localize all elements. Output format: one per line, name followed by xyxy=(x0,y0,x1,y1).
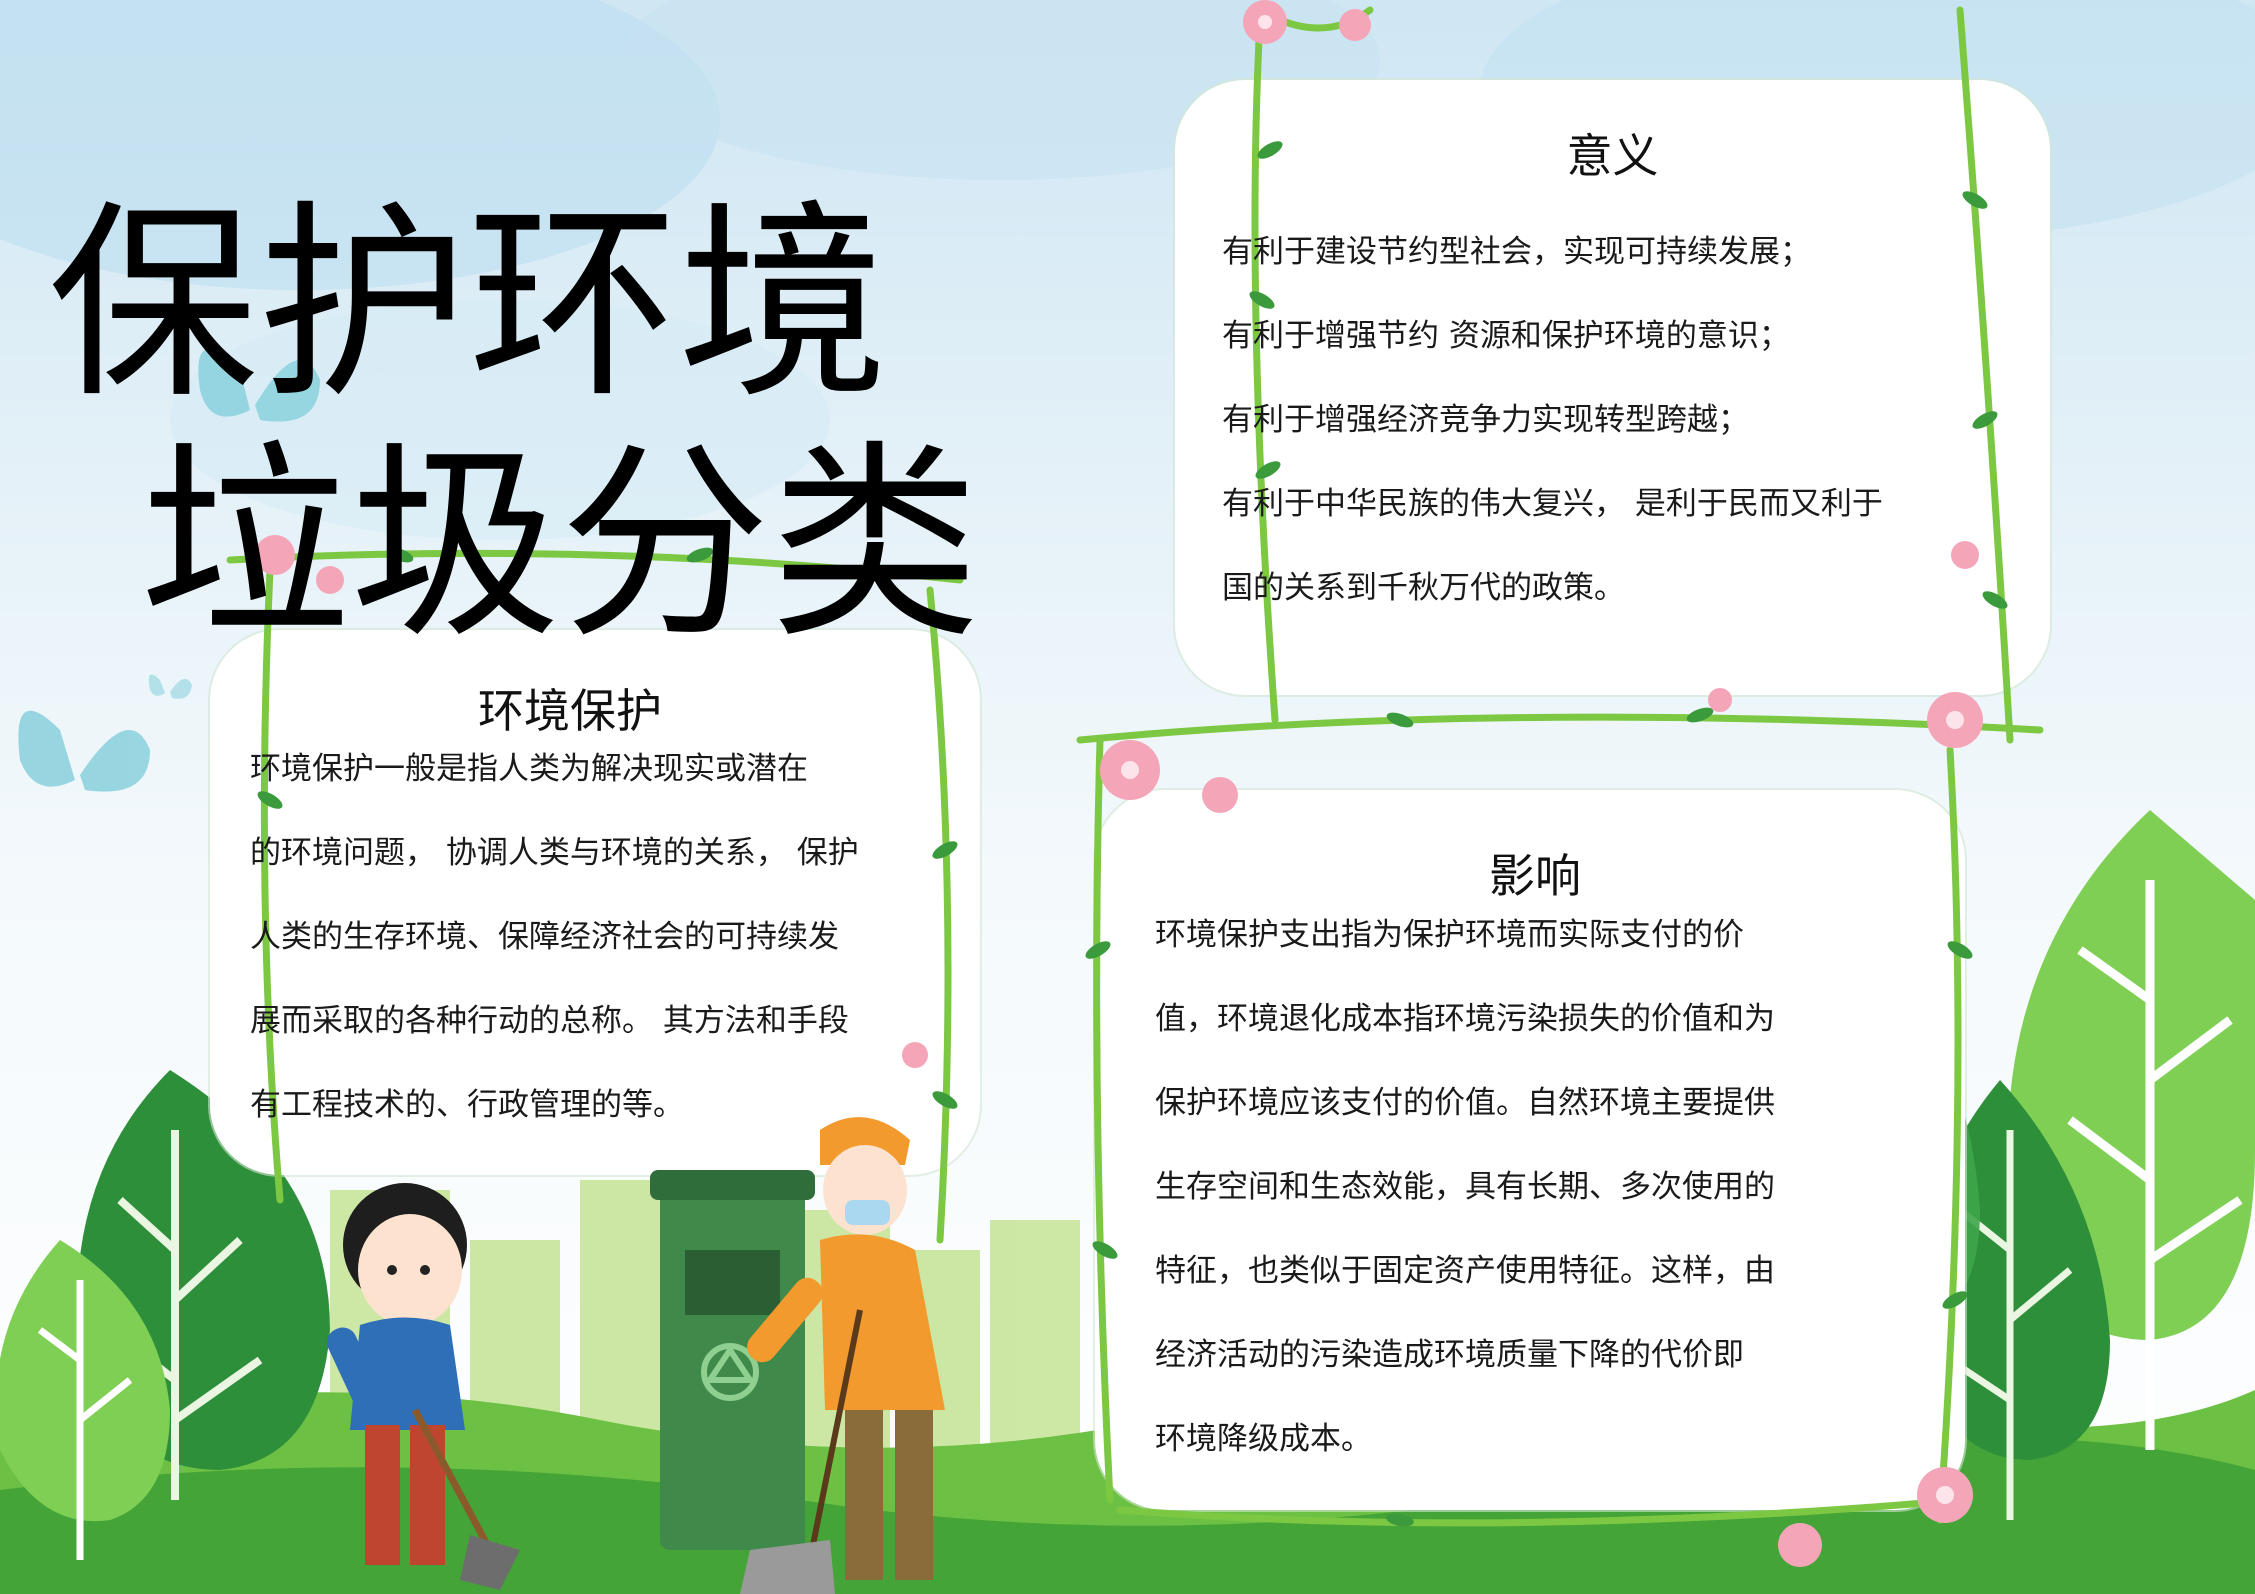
significance-line: 国的关系到千秋万代的政策。 xyxy=(1222,570,1625,606)
tree-icon xyxy=(0,1240,170,1560)
impact-title: 影响 xyxy=(1489,849,1581,903)
significance-line: 有利于增强经济竞争力实现转型跨越； xyxy=(1222,402,1749,438)
impact-text: 环境保护支出指为保护环境而实际支付的价 值，环境退化成本指环境污染损失的价值和为… xyxy=(1155,893,1775,1481)
impact-line: 特征，也类似于固定资产使用特征。这样，由 xyxy=(1155,1253,1775,1289)
environment-line: 的环境问题， 协调人类与环境的关系， 保护 xyxy=(250,835,859,871)
environment-line: 展而采取的各种行动的总称。 其方法和手段 xyxy=(250,1003,849,1039)
impact-line: 环境保护支出指为保护环境而实际支付的价 xyxy=(1155,917,1744,953)
butterfly-icon xyxy=(18,710,150,792)
cleanup-illustration xyxy=(326,1117,945,1594)
environment-card xyxy=(210,630,980,1175)
significance-line: 有利于建设节约型社会，实现可持续发展； xyxy=(1222,234,1811,270)
worker-illustration xyxy=(740,1117,945,1594)
impact-card xyxy=(1095,790,1965,1510)
impact-line: 经济活动的污染造成环境质量下降的代价即 xyxy=(1155,1337,1744,1373)
poster-title-line-2: 垃圾分类 xyxy=(140,422,981,667)
environment-line: 有工程技术的、行政管理的等。 xyxy=(250,1087,684,1123)
butterfly-icon xyxy=(198,349,320,422)
environment-line: 人类的生存环境、保障经济社会的可持续发 xyxy=(250,919,839,955)
impact-line: 保护环境应该支付的价值。自然环境主要提供 xyxy=(1155,1085,1775,1121)
vine-leaves xyxy=(257,141,2008,1527)
impact-line: 生存空间和生态效能，具有长期、多次使用的 xyxy=(1155,1169,1775,1205)
impact-line: 值，环境退化成本指环境污染损失的价值和为 xyxy=(1155,1001,1775,1037)
environment-text: 环境保护一般是指人类为解决现实或潜在 的环境问题， 协调人类与环境的关系， 保护… xyxy=(250,727,859,1147)
trash-bin-illustration xyxy=(650,1170,815,1550)
recycle-icon xyxy=(701,1343,759,1401)
significance-line: 有利于中华民族的伟大复兴， 是利于民而又利于 xyxy=(1222,486,1883,522)
significance-line: 有利于增强节约 资源和保护环境的意识； xyxy=(1222,318,1790,354)
environment-line: 环境保护一般是指人类为解决现实或潜在 xyxy=(250,751,808,787)
significance-text: 有利于建设节约型社会，实现可持续发展； 有利于增强节约 资源和保护环境的意识； … xyxy=(1222,210,1883,630)
significance-card xyxy=(1175,80,2050,695)
child-illustration xyxy=(326,1183,520,1590)
environment-title: 环境保护 xyxy=(478,684,662,738)
poster-title-line-1: 保护环境 xyxy=(48,182,889,427)
butterfly-icon xyxy=(148,674,192,699)
impact-line: 环境降级成本。 xyxy=(1155,1421,1372,1457)
significance-title: 意义 xyxy=(1566,129,1659,183)
